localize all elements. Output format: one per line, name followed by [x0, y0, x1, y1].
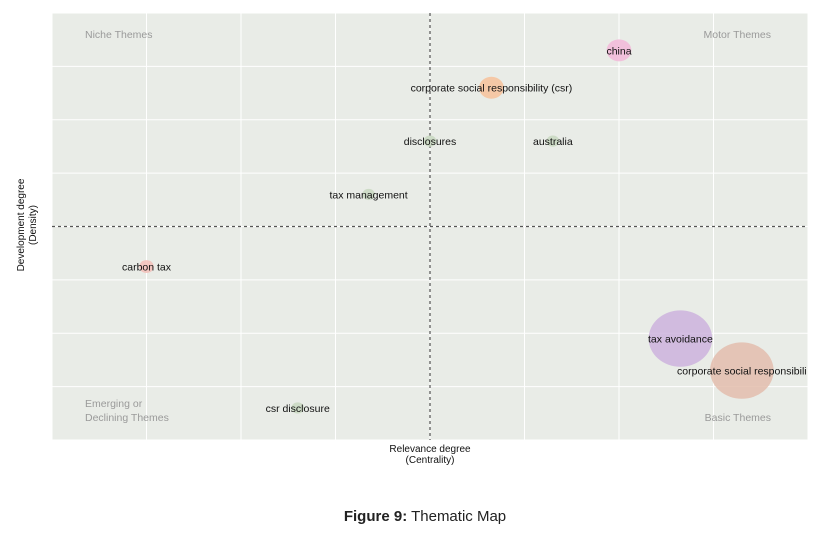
y-axis-label-line-2: (Density) — [28, 205, 39, 246]
bubble-group: china corporate social responsibility (cs… — [122, 39, 807, 415]
x-axis-label-line-2: (Centrality) — [405, 455, 455, 466]
bubble-label: australia — [533, 136, 573, 148]
y-axis-label: Development degree (Density) — [8, 160, 48, 290]
bubble-label: csr disclosure — [266, 403, 330, 415]
thematic-map-chart: Niche Themes Motor Themes Emerging or Decli… — [51, 12, 809, 441]
quadrant-label-emerging-declining-themes: Emerging or — [85, 398, 143, 410]
x-axis-label-line-1: Relevance degree — [389, 444, 471, 455]
bubble — [546, 135, 560, 147]
bubble-label: china — [606, 45, 631, 57]
bubble-label: carbon tax — [122, 262, 172, 274]
bubble — [291, 402, 305, 414]
bubble-label: corporate social responsibili — [677, 366, 807, 378]
quadrant-label-niche-themes: Niche Themes — [85, 29, 153, 41]
bubble — [423, 135, 437, 147]
bubble-label: tax avoidance — [648, 334, 713, 346]
bubble — [362, 188, 375, 201]
x-axis-label: Relevance degree (Centrality) — [330, 444, 530, 466]
bubble-label: tax management — [329, 189, 407, 201]
figure-caption-text: Thematic Map — [411, 508, 507, 525]
bubble-label: corporate social responsibility (csr) — [411, 83, 573, 95]
quadrant-label-emerging-declining-themes: Declining Themes — [85, 412, 169, 424]
y-axis-label-line-1: Development degree — [16, 178, 27, 272]
bubble — [648, 310, 713, 367]
quadrant-label-basic-themes: Basic Themes — [705, 412, 771, 424]
bubble-label: disclosures — [404, 136, 457, 148]
bubble — [479, 76, 504, 99]
bubble — [710, 342, 774, 399]
figure-caption-prefix: Figure 9: — [343, 508, 408, 525]
bubble — [606, 39, 632, 62]
figure-caption: Figure 9: Thematic Map — [0, 508, 827, 525]
quadrant-label-motor-themes: Motor Themes — [704, 29, 772, 41]
bubble — [139, 260, 154, 273]
